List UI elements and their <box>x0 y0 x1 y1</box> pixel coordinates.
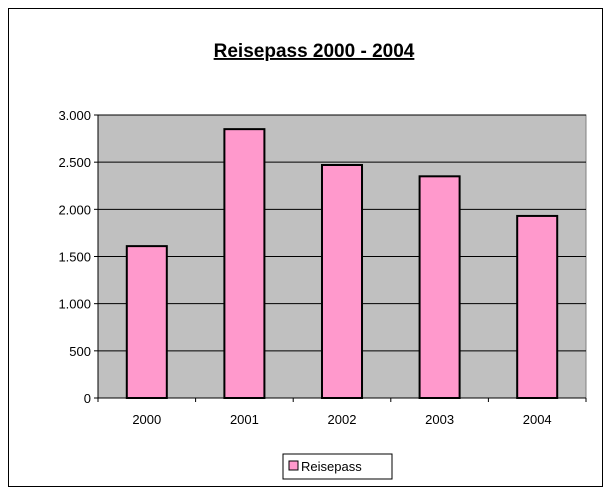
y-tick-label: 0 <box>84 391 91 406</box>
bar-2000 <box>125 245 168 399</box>
x-tick-label: 2003 <box>425 412 454 427</box>
y-axis: 0 500 1.000 1.500 2.000 2.500 3.000 <box>58 108 99 406</box>
gridlines <box>98 114 586 352</box>
legend-label: Reisepass <box>301 459 362 474</box>
y-tick-label: 2.000 <box>58 202 91 217</box>
y-tick-label: 500 <box>69 344 91 359</box>
x-tick-label: 2002 <box>328 412 357 427</box>
x-axis: 2000 2001 2002 2003 2004 <box>97 397 587 427</box>
bar-chart: Reisepass 2000 - 2004 0 500 1.000 1.500 2.00… <box>58 41 587 480</box>
chart-title: Reisepass 2000 - 2004 <box>214 41 415 62</box>
y-tick-label: 1.000 <box>58 297 91 312</box>
x-tick-label: 2004 <box>523 412 552 427</box>
legend-box <box>282 453 393 480</box>
legend-swatch <box>288 460 299 471</box>
x-tick-label: 2001 <box>230 412 259 427</box>
chart-frame: Reisepass 2000 - 2004 0 500 1.000 1.500 2.00… <box>8 8 603 487</box>
bar-2002 <box>320 163 364 399</box>
bar-2004 <box>516 214 559 399</box>
y-tick-label: 1.500 <box>58 250 91 265</box>
bar-2003 <box>418 175 461 399</box>
x-tick-label: 2000 <box>132 412 161 427</box>
bar-2001 <box>223 128 266 400</box>
legend: Reisepass <box>282 453 393 480</box>
bars <box>125 128 559 400</box>
y-tick-label: 2.500 <box>58 155 91 170</box>
y-tick-label: 3.000 <box>58 108 91 123</box>
